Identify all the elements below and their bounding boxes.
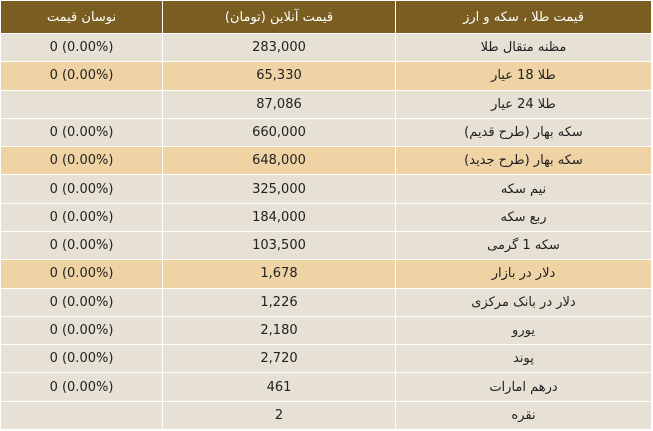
header-online-price: قیمت آنلاین (تومان) xyxy=(162,0,396,34)
price-change-cell: 0 (0.00%) xyxy=(0,32,163,63)
item-name-cell: سکه بهار (طرح جدید) xyxy=(395,146,652,176)
price-cell: 87,086 xyxy=(162,89,396,119)
price-cell: 283,000 xyxy=(162,32,396,63)
table-header-row: نوسان قیمت قیمت آنلاین (تومان) قیمت طلا … xyxy=(0,0,652,34)
price-change-cell: 0 (0.00%) xyxy=(0,230,163,261)
price-cell: 325,000 xyxy=(162,174,396,204)
table-row: 0 (0.00%) 103,500 سکه 1 گرمی xyxy=(0,230,652,261)
price-change-cell: 0 (0.00%) xyxy=(0,174,163,204)
table-row: 0 (0.00%) 1,678 دلار در بازار xyxy=(0,259,652,289)
table-row: 0 (0.00%) 2,720 پوند xyxy=(0,344,652,374)
price-cell: 1,226 xyxy=(162,287,396,317)
item-name-cell: سکه بهار (طرح قدیم) xyxy=(395,117,652,148)
table-row: 87,086 طلا 24 عیار xyxy=(0,89,652,119)
item-name-cell: درهم امارات xyxy=(395,372,652,402)
price-change-cell: 0 (0.00%) xyxy=(0,146,163,176)
price-cell: 103,500 xyxy=(162,230,396,261)
price-change-cell: 0 (0.00%) xyxy=(0,315,163,346)
item-name-cell: پوند xyxy=(395,344,652,374)
table-row: 2 نقره xyxy=(0,400,652,431)
price-change-cell: 0 (0.00%) xyxy=(0,287,163,317)
price-change-cell: 0 (0.00%) xyxy=(0,344,163,374)
table-row: 0 (0.00%) 660,000 سکه بهار (طرح قدیم) xyxy=(0,117,652,148)
price-cell: 2,180 xyxy=(162,315,396,346)
price-change-cell: 0 (0.00%) xyxy=(0,372,163,402)
price-cell: 1,678 xyxy=(162,259,396,289)
table-row: 0 (0.00%) 184,000 ربع سکه xyxy=(0,202,652,232)
table-row: 0 (0.00%) 2,180 یورو xyxy=(0,315,652,346)
price-cell: 2,720 xyxy=(162,344,396,374)
table-row: 0 (0.00%) 1,226 دلار در بانک مرکزی xyxy=(0,287,652,317)
item-name-cell: سکه 1 گرمی xyxy=(395,230,652,261)
item-name-cell: نیم سکه xyxy=(395,174,652,204)
item-name-cell: طلا 18 عیار xyxy=(395,61,652,91)
item-name-cell: یورو xyxy=(395,315,652,346)
header-price-change: نوسان قیمت xyxy=(0,0,163,34)
price-change-cell: 0 (0.00%) xyxy=(0,202,163,232)
table-row: 0 (0.00%) 648,000 سکه بهار (طرح جدید) xyxy=(0,146,652,176)
item-name-cell: مظنه متقال طلا xyxy=(395,32,652,63)
price-cell: 184,000 xyxy=(162,202,396,232)
header-item-name: قیمت طلا ، سکه و ارز xyxy=(395,0,652,34)
table-row: 0 (0.00%) 283,000 مظنه متقال طلا xyxy=(0,32,652,63)
price-table-body: 0 (0.00%) 283,000 مظنه متقال طلا 0 (0.00… xyxy=(0,32,652,431)
item-name-cell: طلا 24 عیار xyxy=(395,89,652,119)
price-cell: 65,330 xyxy=(162,61,396,91)
item-name-cell: دلار در بانک مرکزی xyxy=(395,287,652,317)
price-cell: 648,000 xyxy=(162,146,396,176)
item-name-cell: ربع سکه xyxy=(395,202,652,232)
price-cell: 660,000 xyxy=(162,117,396,148)
item-name-cell: دلار در بازار xyxy=(395,259,652,289)
price-change-cell xyxy=(0,400,163,431)
price-change-cell: 0 (0.00%) xyxy=(0,61,163,91)
table-row: 0 (0.00%) 461 درهم امارات xyxy=(0,372,652,402)
price-change-cell: 0 (0.00%) xyxy=(0,117,163,148)
table-row: 0 (0.00%) 325,000 نیم سکه xyxy=(0,174,652,204)
table-row: 0 (0.00%) 65,330 طلا 18 عیار xyxy=(0,61,652,91)
price-change-cell: 0 (0.00%) xyxy=(0,259,163,289)
item-name-cell: نقره xyxy=(395,400,652,431)
price-cell: 2 xyxy=(162,400,396,431)
price-cell: 461 xyxy=(162,372,396,402)
price-change-cell xyxy=(0,89,163,119)
